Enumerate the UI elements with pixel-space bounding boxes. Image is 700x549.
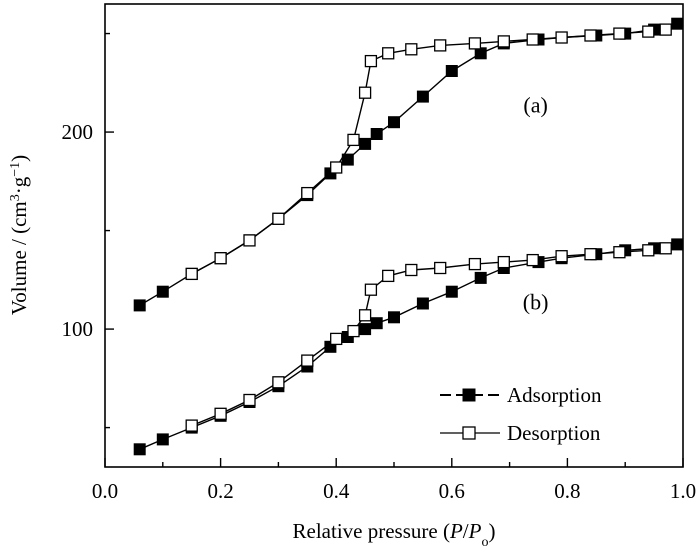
desorption-point — [613, 246, 626, 259]
legend-item-desorption: Desorption — [440, 421, 601, 445]
legend-item-adsorption: Adsorption — [440, 383, 602, 407]
desorption-point — [659, 23, 672, 36]
adsorption-point — [671, 17, 684, 30]
desorption-point — [243, 234, 256, 247]
desorption-point — [468, 257, 482, 271]
desorption-point — [468, 37, 482, 50]
desorption-line — [191, 28, 666, 275]
desorption-point — [584, 248, 597, 261]
legend-label-desorption: Desorption — [507, 421, 601, 445]
desorption-point — [364, 54, 378, 68]
desorption-point — [405, 43, 418, 56]
y-tick-label: 200 — [62, 120, 94, 144]
x-tick-label: 0.2 — [207, 479, 233, 503]
desorption-point — [584, 29, 597, 42]
desorption-point — [642, 244, 655, 257]
desorption-point — [185, 267, 198, 281]
adsorption-point — [445, 285, 458, 298]
adsorption-point — [388, 311, 400, 324]
desorption-point — [382, 47, 395, 60]
adsorption-point — [359, 323, 372, 336]
desorption-point — [301, 186, 314, 200]
legend: Adsorption Desorption — [440, 383, 602, 445]
adsorption-point — [370, 128, 383, 140]
adsorption-line — [139, 243, 678, 450]
series-layer — [133, 17, 684, 456]
desorption-point — [364, 283, 378, 296]
desorption-point — [214, 407, 227, 420]
adsorption-point — [474, 271, 487, 284]
x-tick-label: 0.6 — [439, 479, 465, 503]
x-tick-label: 0.4 — [323, 479, 350, 503]
legend-marker-desorption — [462, 426, 476, 440]
desorption-series-b — [185, 242, 672, 432]
axis-ticks — [104, 32, 684, 467]
desorption-point — [497, 255, 510, 269]
y-tick-label: 100 — [62, 317, 94, 341]
desorption-point — [347, 324, 360, 338]
desorption-point — [434, 261, 447, 275]
desorption-point — [301, 354, 314, 367]
desorption-point — [272, 376, 285, 389]
desorption-point — [358, 86, 372, 99]
annotation-b: (b) — [523, 289, 549, 314]
adsorption-point — [341, 153, 354, 166]
adsorption-point — [671, 238, 684, 251]
x-axis-title: Relative pressure (P/Po) — [293, 519, 496, 549]
adsorption-point — [359, 137, 372, 150]
desorption-point — [358, 309, 372, 322]
adsorption-point — [445, 65, 458, 77]
y-axis-title: Volume / (cm3·g−1) — [7, 155, 31, 315]
x-tick-label: 0.0 — [92, 479, 118, 503]
desorption-point — [347, 133, 360, 147]
desorption-point — [382, 269, 395, 283]
adsorption-point — [133, 443, 146, 456]
adsorption-point — [416, 297, 429, 310]
desorption-point — [526, 253, 539, 267]
adsorption-point — [133, 299, 146, 312]
desorption-point — [613, 27, 626, 40]
desorption-point — [272, 212, 285, 225]
desorption-point — [185, 419, 198, 432]
adsorption-point — [156, 285, 169, 298]
x-tick-label: 1.0 — [670, 479, 696, 503]
adsorption-point — [156, 433, 169, 446]
desorption-point — [405, 263, 418, 277]
adsorption-point — [388, 116, 400, 129]
desorption-point — [555, 31, 568, 44]
desorption-point — [243, 393, 256, 407]
desorption-point — [434, 39, 447, 52]
tick-labels: 0.0 0.2 0.4 0.6 0.8 1.0 100 200 — [62, 120, 697, 503]
desorption-point — [642, 25, 655, 38]
desorption-point — [330, 332, 343, 346]
annotation-a: (a) — [523, 92, 547, 117]
x-tick-label: 0.8 — [554, 479, 580, 503]
legend-label-adsorption: Adsorption — [507, 383, 602, 407]
desorption-point — [555, 250, 568, 263]
desorption-series-a — [185, 23, 672, 281]
desorption-point — [497, 35, 510, 48]
adsorption-point — [370, 317, 383, 330]
legend-marker-adsorption — [462, 388, 476, 402]
desorption-point — [526, 33, 539, 46]
adsorption-point — [416, 90, 429, 103]
desorption-point — [330, 161, 343, 174]
desorption-point — [659, 242, 672, 255]
desorption-point — [214, 252, 227, 265]
